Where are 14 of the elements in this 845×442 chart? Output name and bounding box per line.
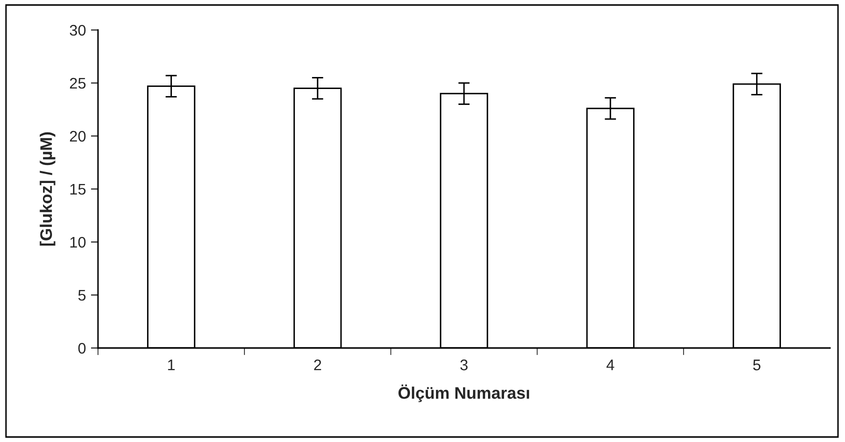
x-tick-label: 5: [753, 360, 760, 370]
y-tick-label: 20: [70, 130, 86, 142]
y-tick-label: 0: [78, 342, 86, 354]
y-tick-label: 15: [70, 184, 86, 195]
x-tick-label: 1: [168, 360, 175, 370]
y-tick-label: 10: [70, 236, 86, 248]
y-axis-title: [Glukoz] / (µM): [40, 132, 56, 246]
x-tick-label: 3: [460, 360, 468, 370]
x-axis-title: Ölçüm Numarası: [398, 384, 530, 402]
x-tick-label: 4: [606, 360, 614, 370]
y-tick-label: 25: [70, 78, 86, 89]
y-tick-label: 30: [70, 24, 86, 36]
y-tick-label: 5: [78, 290, 86, 301]
x-tick-label: 2: [314, 360, 322, 370]
